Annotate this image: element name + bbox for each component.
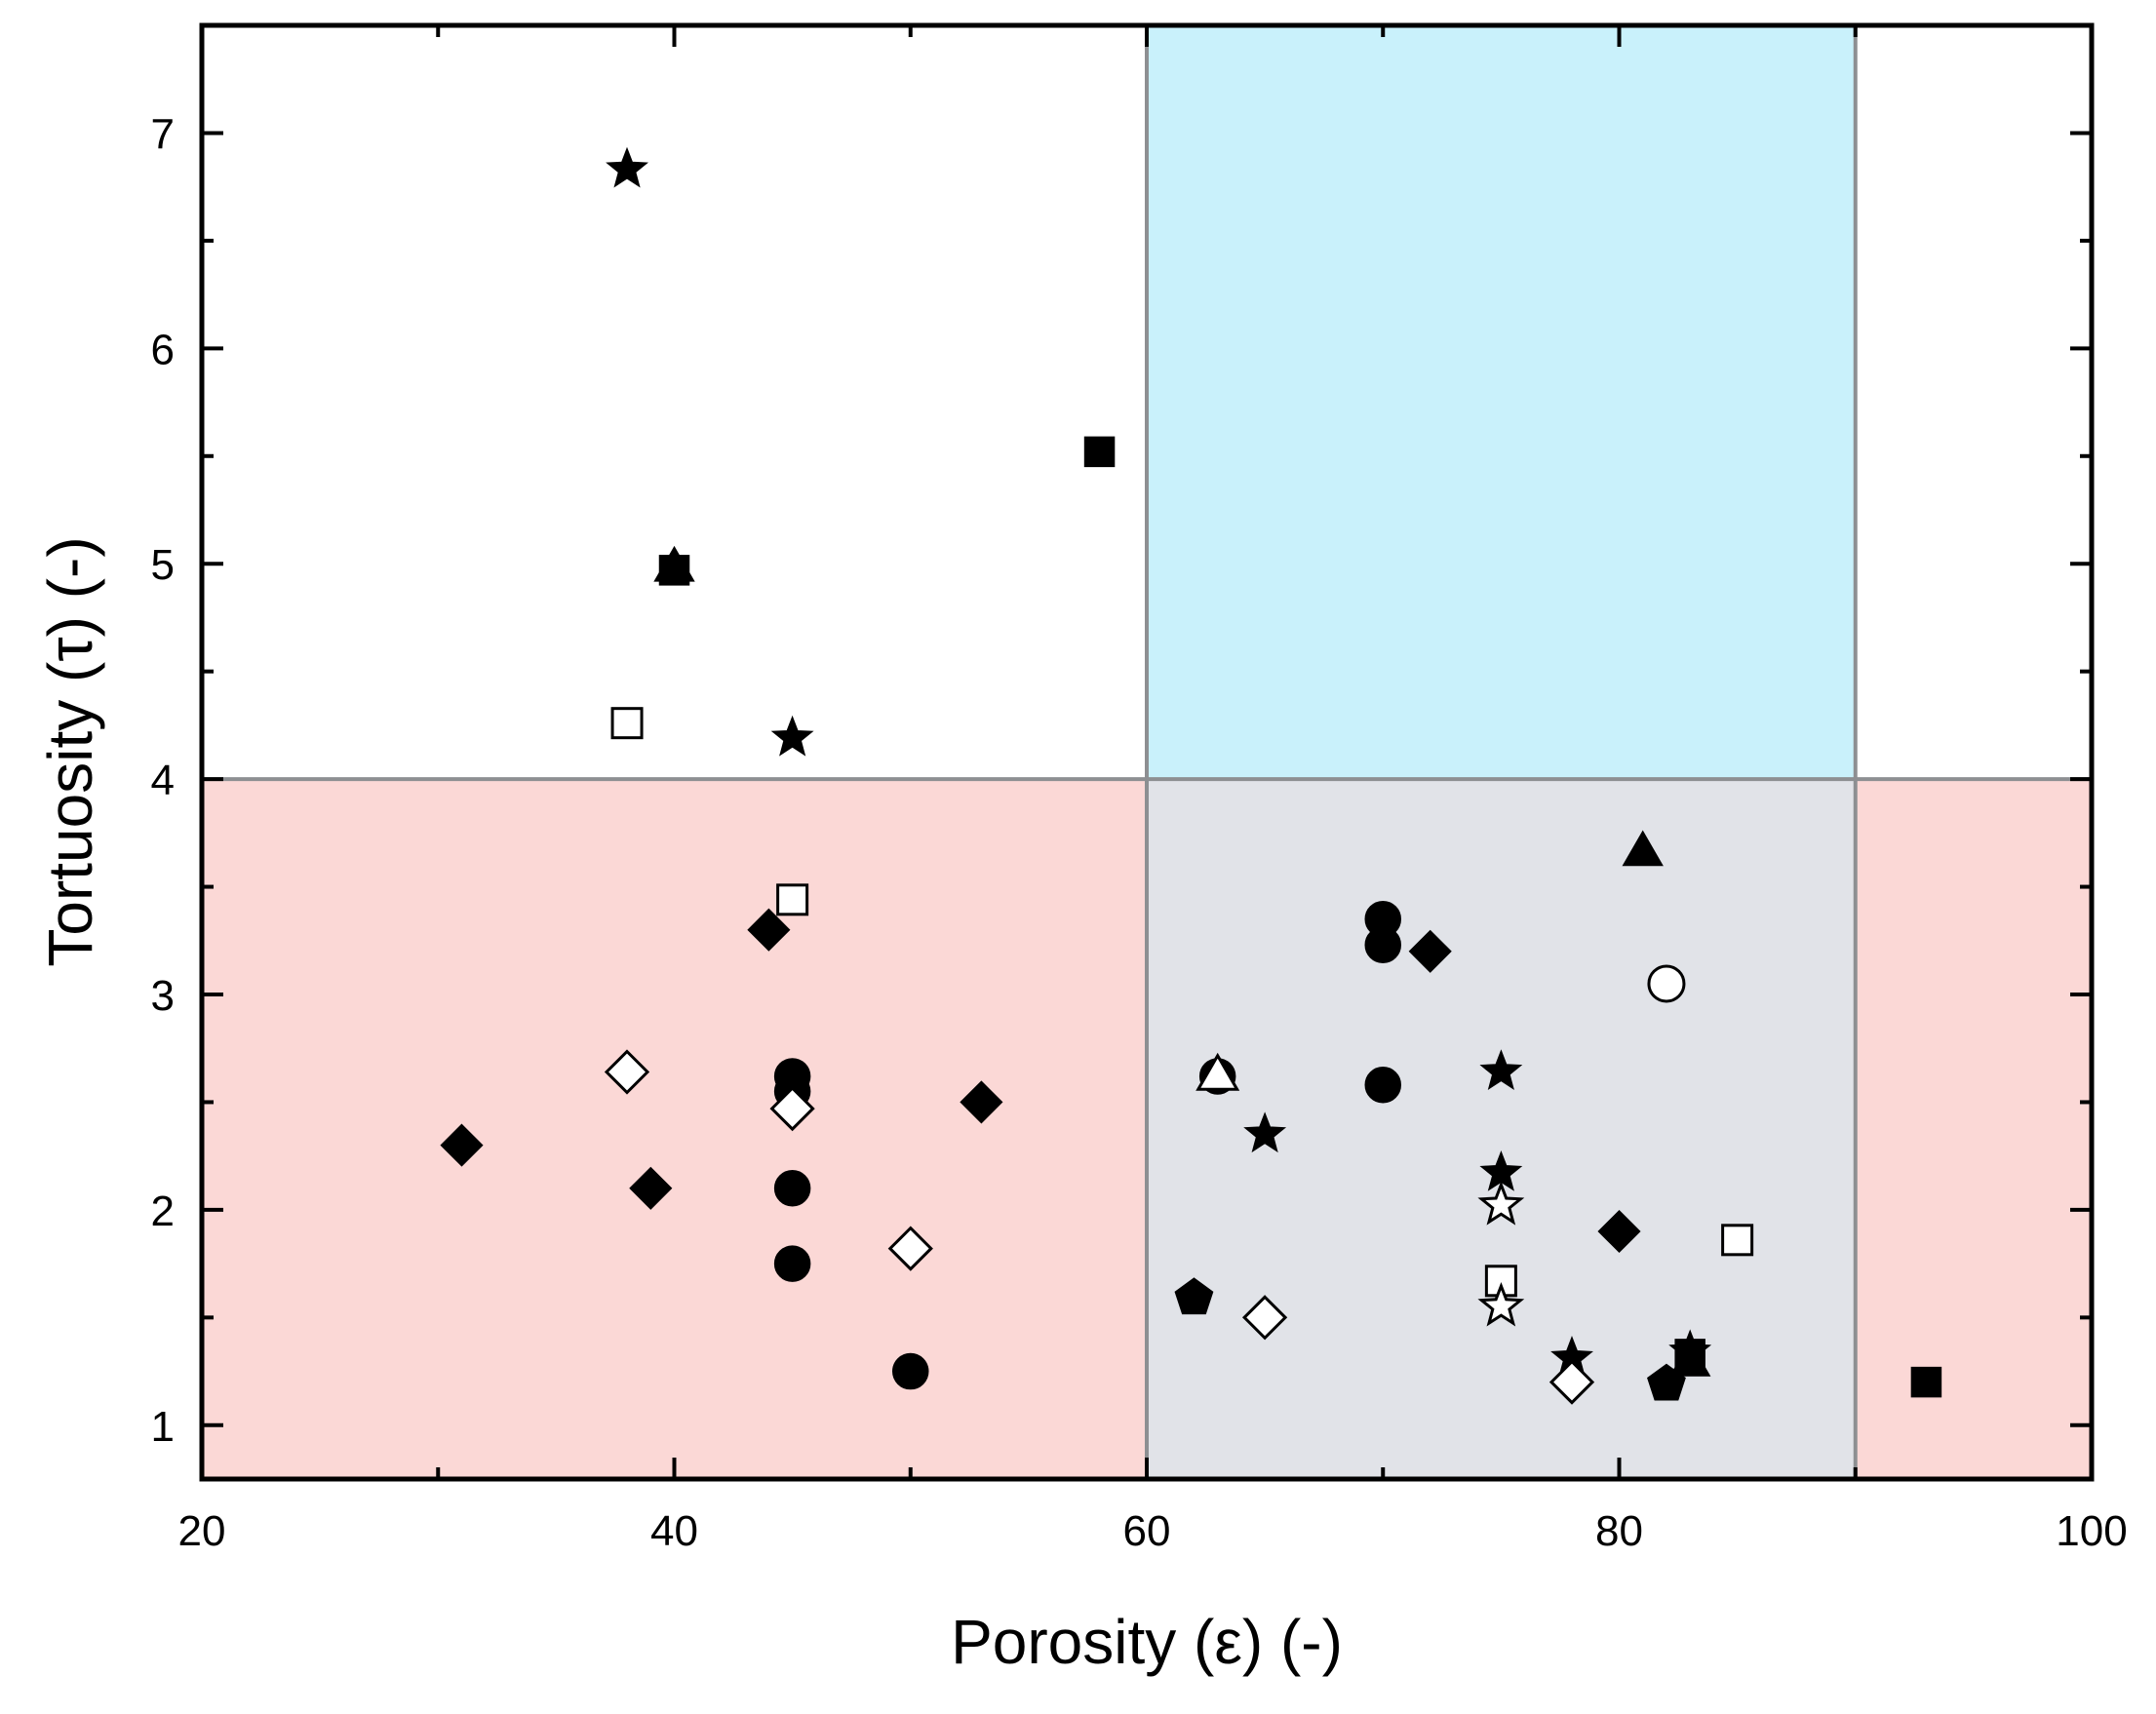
x-tick-label: 100 [2056,1507,2127,1555]
open-star-point [1477,1181,1525,1226]
filled-diamond-point [1597,1209,1641,1254]
open-diamond-point [1241,1295,1288,1341]
tick-labels: 20 40 60 80 100 1 2 3 4 5 6 7 [151,110,2128,1555]
filled-square-point [1083,436,1116,468]
open-circle-point [1647,964,1686,1003]
x-tick-label: 40 [650,1507,698,1555]
plot-frame [199,22,2095,1482]
data-points [440,146,1942,1405]
open-triangle-point [1196,1052,1240,1091]
y-tick-label: 4 [151,757,175,804]
filled-star-point [606,146,648,188]
x-axis-title: Porosity (ε) (-) [951,1607,1343,1677]
filled-diamond-point [1408,929,1452,973]
open-diamond-point [769,1085,815,1132]
y-tick-label: 1 [151,1403,175,1451]
y-axis-title: Tortuosity (τ) (-) [35,536,105,966]
filled-triangle-point [653,545,695,582]
filled-diamond-point [960,1080,1003,1124]
region-boundaries [202,25,2092,1479]
filled-circle-point [1364,926,1401,963]
x-tick-label: 60 [1123,1507,1171,1555]
x-tick-label: 80 [1595,1507,1643,1555]
open-square-point [776,883,809,916]
open-square-point [610,707,644,740]
filled-star-point [1243,1111,1287,1153]
filled-triangle-point [1622,830,1664,867]
filled-diamond-point [629,1166,673,1210]
filled-star-point [1479,1049,1523,1090]
filled-circle-point [773,1170,811,1207]
filled-circle-point [892,1352,929,1390]
filled-square-point [1910,1366,1942,1398]
y-tick-label: 3 [151,972,175,1020]
y-tick-label: 5 [151,541,175,589]
y-tick-label: 7 [151,110,175,158]
open-square-point [1721,1224,1754,1257]
filled-pentagon-point [1174,1277,1214,1315]
x-tick-label: 20 [178,1507,226,1555]
open-diamond-point [887,1226,933,1271]
filled-star-point [770,715,814,757]
open-diamond-point [604,1049,650,1095]
filled-circle-point [773,1245,811,1282]
open-diamond-point [1548,1359,1595,1405]
filled-triangle-point [1669,1340,1711,1377]
filled-circle-point [1364,1067,1401,1104]
filled-diamond-point [747,908,791,952]
open-star-point [1477,1281,1525,1327]
filled-diamond-point [440,1123,484,1167]
y-tick-label: 2 [151,1188,175,1235]
y-tick-label: 6 [151,326,175,373]
filled-pentagon-point [1647,1363,1686,1401]
